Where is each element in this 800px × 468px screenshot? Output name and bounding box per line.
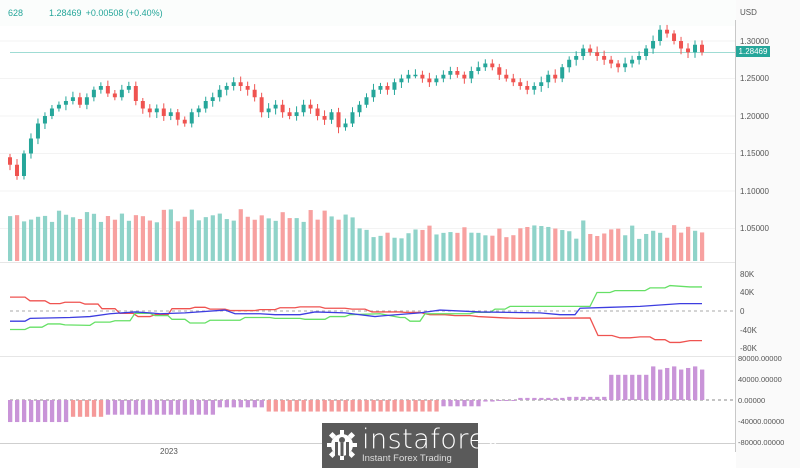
hist-tick: 40000.00000 [738,375,782,384]
hist-tick: 80000.00000 [738,354,782,363]
price-tick: 1.15000 [740,149,769,158]
logo-name: instaforex [362,424,502,455]
logo-tagline: Instant Forex Trading [362,453,452,464]
chart-header: 628 1.28469 +0.00508 (+0.40%) [0,0,800,26]
cot-tick: 80K [740,270,755,279]
cot-tick: -80K [740,344,757,353]
pane-divider[interactable] [0,356,735,357]
axis-divider [735,20,736,452]
last-price: 1.28469 [49,8,82,18]
last-price-tag: 1.28469 [736,46,770,57]
price-change: +0.00508 (+0.40%) [85,8,163,18]
cot-tick: -40K [740,326,757,335]
gear-icon [327,430,357,460]
instaforex-logo: instaforex Instant Forex Trading [322,423,501,468]
hist-tick: -40000.00000 [738,417,785,426]
symbol-fragment: 628 [8,8,24,18]
price-tick: 1.05000 [740,224,769,233]
price-tick: 1.30000 [740,37,769,46]
cot-tick: 0 [740,307,745,316]
cot-tick: 40K [740,288,755,297]
symbol-info: 628 1.28469 +0.00508 (+0.40%) [8,8,163,18]
price-axis-pane[interactable] [736,0,800,468]
hist-tick: 0.00000 [738,396,766,405]
price-tick: 1.20000 [740,112,769,121]
currency-label: USD [740,8,757,17]
time-axis-label: 2023 [160,447,178,456]
chart-canvas[interactable] [0,0,735,452]
price-tick: 1.25000 [740,74,769,83]
pane-divider[interactable] [0,262,735,263]
hist-tick: -80000.00000 [738,438,785,447]
price-tick: 1.10000 [740,187,769,196]
